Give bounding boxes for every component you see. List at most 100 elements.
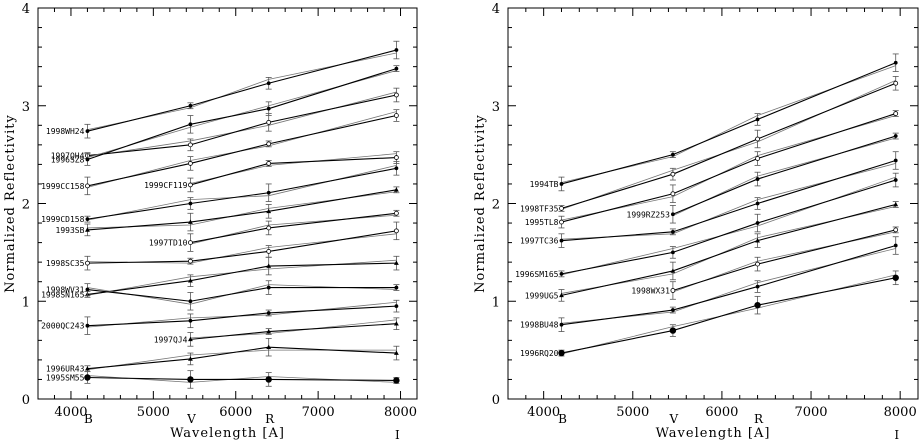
data-point xyxy=(85,287,90,292)
data-point xyxy=(558,349,565,357)
series-label: 1998SC35 xyxy=(46,259,85,268)
data-point xyxy=(85,323,90,328)
data-point xyxy=(559,292,564,298)
data-point xyxy=(670,308,675,312)
data-point xyxy=(893,243,898,248)
data-point xyxy=(755,284,760,289)
x-tick-label: 7000 xyxy=(794,405,827,420)
data-point xyxy=(394,350,399,355)
series-line xyxy=(87,287,397,302)
data-point xyxy=(559,238,564,243)
x-tick-label: 4000 xyxy=(54,405,87,420)
band-label-B: B xyxy=(558,412,567,426)
data-point xyxy=(188,258,193,264)
data-point xyxy=(394,187,399,192)
series-line xyxy=(87,230,397,264)
data-point xyxy=(266,208,272,214)
comparison-line xyxy=(561,248,896,324)
data-point xyxy=(266,225,272,231)
data-point xyxy=(670,229,675,234)
data-point xyxy=(394,92,399,98)
series-line xyxy=(87,167,397,220)
series-line xyxy=(87,68,397,161)
data-point xyxy=(394,66,399,71)
comparison-line xyxy=(190,319,397,339)
series-line xyxy=(561,82,896,209)
data-point xyxy=(559,205,564,211)
series-line xyxy=(87,346,397,370)
series-label: 1998BU48 xyxy=(520,321,559,330)
data-point xyxy=(188,122,193,127)
series-1996RQ20: 1996RQ20 xyxy=(520,270,899,358)
data-point xyxy=(266,263,272,268)
data-point xyxy=(188,182,193,188)
data-point xyxy=(85,366,90,371)
data-point xyxy=(559,271,564,276)
x-tick-label: 7000 xyxy=(302,405,335,420)
band-label-V: V xyxy=(186,412,196,426)
data-point xyxy=(394,48,399,52)
series-label: 1999CD158 xyxy=(41,215,85,224)
data-point xyxy=(394,321,399,326)
comparison-line xyxy=(561,163,896,240)
data-point xyxy=(559,182,564,186)
series-label: 1999UG5 xyxy=(525,291,559,300)
series-label: 1999RZ253 xyxy=(627,210,671,219)
data-point xyxy=(394,228,399,234)
data-point xyxy=(755,221,760,225)
series-label: 1995SM55 xyxy=(46,373,85,382)
series-line xyxy=(561,245,896,326)
data-point xyxy=(394,260,399,265)
data-point xyxy=(188,278,193,283)
series-1997QJ4: 1997QJ4 xyxy=(154,317,400,347)
data-point xyxy=(188,161,193,166)
comparison-line xyxy=(87,259,397,296)
series-line xyxy=(561,62,896,185)
series-label: 1996SM165 xyxy=(515,270,559,279)
series-1997QH4: 1997QH4 xyxy=(51,87,400,161)
series-line xyxy=(87,49,397,132)
series-label: 1998WH24 xyxy=(46,127,85,136)
data-point xyxy=(188,318,193,323)
series-1999UG5: 1999UG5 xyxy=(525,201,899,302)
data-point xyxy=(188,219,193,224)
series-2000QC243: 2000QC243 xyxy=(41,299,400,335)
series-label: 1997TC36 xyxy=(520,237,559,246)
series-1996UR43: 1996UR43 xyxy=(46,337,400,374)
x-tick-label: 8000 xyxy=(884,405,917,420)
series-label: 1997QH4 xyxy=(51,152,85,161)
x-axis-title: Wavelength [A] xyxy=(656,426,771,441)
band-label-I: I xyxy=(894,428,899,442)
data-point xyxy=(755,238,760,243)
series-label: 1998WX31 xyxy=(631,286,670,295)
data-point xyxy=(893,158,898,163)
series-1995SM55: 1995SM55 xyxy=(46,370,400,389)
series-1998WX31: 1998WX31 xyxy=(631,226,899,300)
series-line xyxy=(561,159,896,242)
series-1996SZ8: 1996SZ8 xyxy=(51,65,400,166)
x-axis-title: Wavelength [A] xyxy=(170,426,285,441)
data-point xyxy=(188,142,193,148)
series-line xyxy=(190,323,397,340)
series-1997TC36: 1997TC36 xyxy=(520,151,899,248)
data-point xyxy=(754,301,761,309)
data-point xyxy=(187,376,194,383)
data-point xyxy=(394,304,399,309)
series-label: 1998SN165 xyxy=(41,290,85,299)
data-point xyxy=(188,201,193,206)
series-label: 1998TF35 xyxy=(520,204,559,213)
y-tick-label: 1 xyxy=(22,295,30,310)
series-line xyxy=(561,179,896,275)
data-point xyxy=(188,103,193,108)
y-tick-label: 1 xyxy=(492,295,500,310)
band-label-I: I xyxy=(395,428,400,442)
series-label: 1993SB xyxy=(56,226,85,235)
data-point xyxy=(893,134,898,138)
data-point xyxy=(893,227,899,233)
data-point xyxy=(266,106,271,111)
series-label: 1994TB xyxy=(530,180,559,189)
data-point xyxy=(84,374,91,381)
series-1995TL8: 1995TL8 xyxy=(525,110,899,229)
data-point xyxy=(893,60,898,65)
